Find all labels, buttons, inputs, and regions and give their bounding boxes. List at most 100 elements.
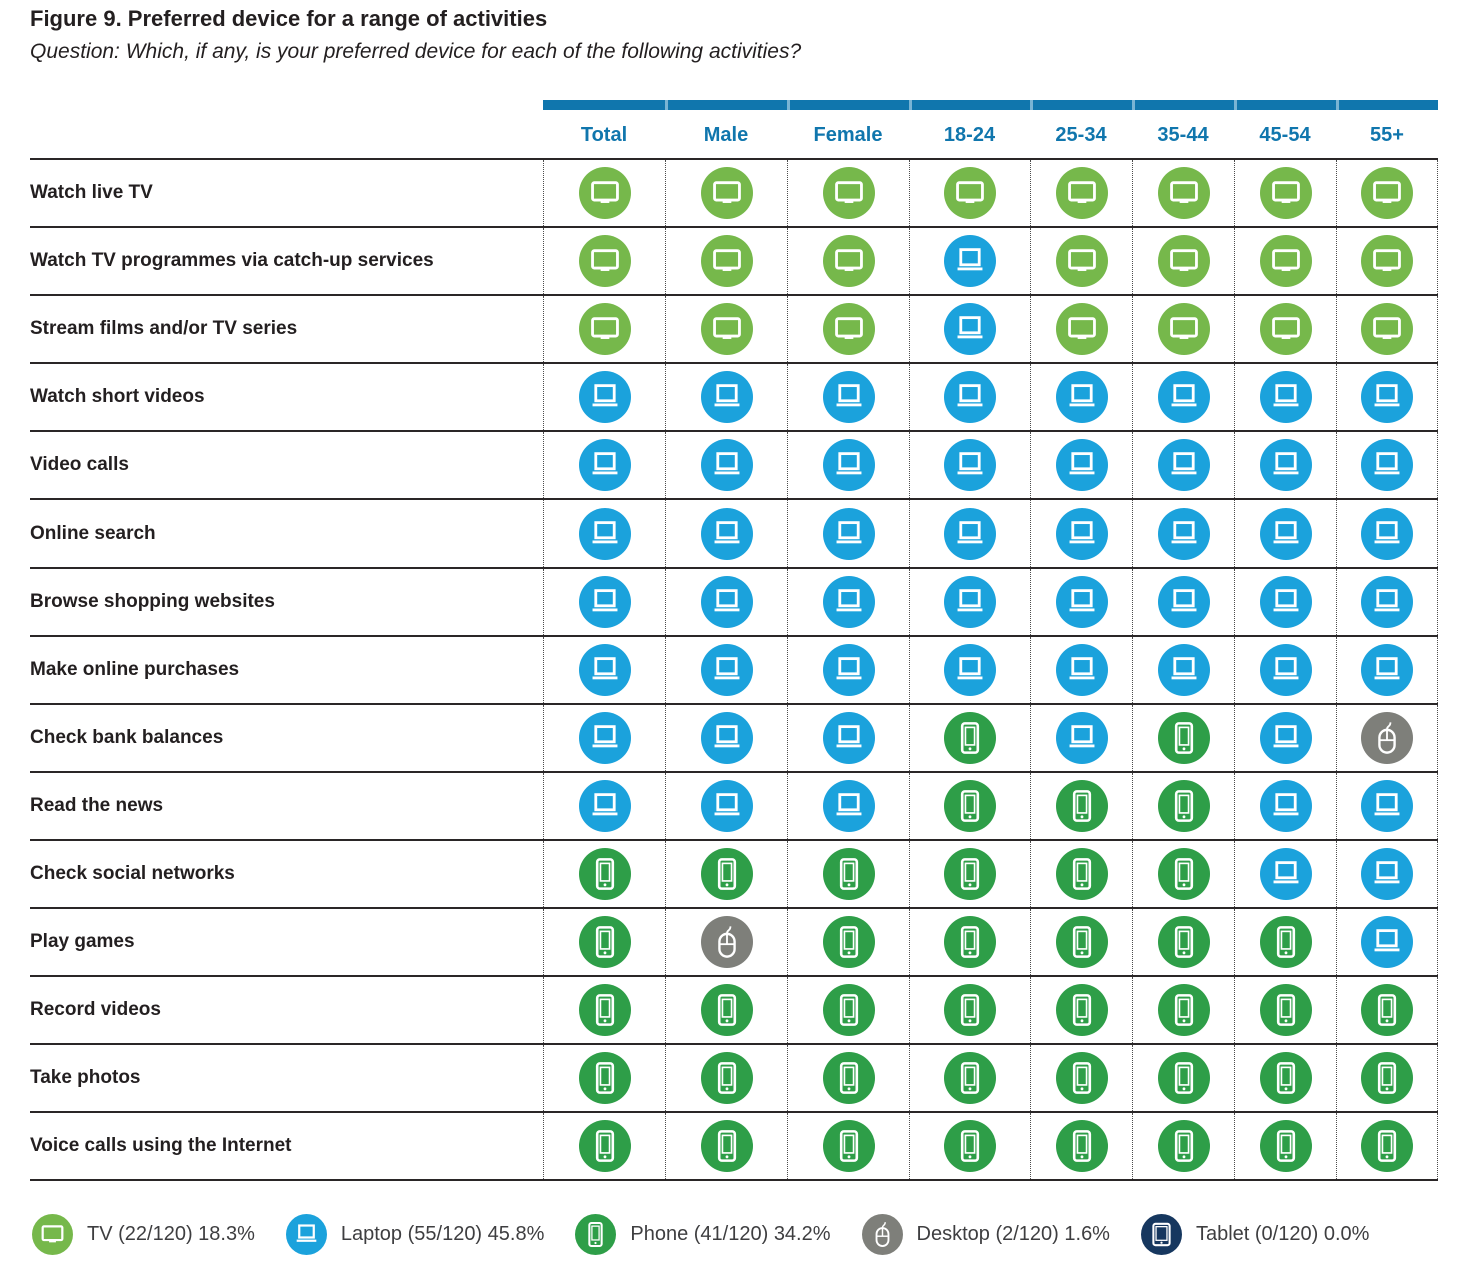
device-cell (1336, 636, 1438, 703)
desktop-icon (700, 916, 753, 969)
table-row: Watch live TV (30, 158, 1438, 227)
device-cell (1336, 432, 1438, 499)
device-cell (1030, 568, 1132, 635)
device-cell (787, 977, 909, 1044)
row-label: Watch TV programmes via catch-up service… (30, 250, 434, 272)
device-cell (1336, 160, 1438, 227)
laptop-icon (1055, 643, 1108, 696)
device-cell (543, 500, 665, 567)
device-cell (1336, 772, 1438, 839)
legend-label: Desktop (2/120) 1.6% (916, 1222, 1110, 1245)
laptop-icon (700, 371, 753, 424)
device-cell (1336, 1113, 1438, 1180)
legend: TV (22/120) 18.3% Laptop (55/120) 45.8% Ph… (32, 1212, 1369, 1256)
laptop-icon (1259, 575, 1312, 628)
device-cell (1030, 160, 1132, 227)
desktop-icon (861, 1213, 903, 1255)
device-cell (1132, 228, 1234, 295)
figure-subtitle: Question: Which, if any, is your preferr… (30, 40, 802, 63)
table-row: Watch TV programmes via catch-up service… (30, 226, 1438, 295)
laptop-icon (578, 371, 631, 424)
header-bar-segment (543, 100, 665, 110)
row-label: Make online purchases (30, 658, 240, 680)
row-label: Check bank balances (30, 726, 224, 748)
device-cell (787, 909, 909, 976)
device-cell (909, 364, 1030, 431)
device-cell (665, 704, 787, 771)
tv-icon (700, 235, 753, 288)
device-cell (665, 432, 787, 499)
laptop-icon (700, 575, 753, 628)
header-bar-segment (787, 100, 909, 110)
device-cell (787, 296, 909, 363)
device-cell (1234, 500, 1336, 567)
device-cell (1030, 704, 1132, 771)
laptop-icon (1055, 439, 1108, 492)
device-cell (909, 840, 1030, 908)
header-bar-segment (1336, 100, 1438, 110)
device-cell (1234, 160, 1336, 227)
phone-icon (944, 984, 996, 1037)
phone-icon (822, 847, 875, 900)
laptop-icon (1157, 439, 1210, 492)
laptop-icon (1157, 507, 1210, 560)
phone-icon (1259, 916, 1312, 969)
legend-item: Laptop (55/120) 45.8% (285, 1213, 545, 1255)
device-cell (909, 1045, 1030, 1112)
laptop-icon (1361, 439, 1413, 492)
table-row: Check bank balances (30, 702, 1438, 771)
laptop-icon (944, 507, 996, 560)
tv-icon (1259, 235, 1312, 288)
laptop-icon (285, 1213, 327, 1255)
laptop-icon (700, 711, 753, 764)
column-headers: Total Male Female 18-24 25-34 35-44 45-54 55+ (543, 118, 1438, 152)
device-cell (1030, 432, 1132, 499)
tv-icon (944, 167, 996, 220)
tv-icon (700, 167, 753, 220)
legend-item: Desktop (2/120) 1.6% (861, 1213, 1110, 1255)
legend-label: Laptop (55/120) 45.8% (340, 1222, 545, 1245)
row-label: Watch short videos (30, 386, 205, 408)
device-cell (909, 977, 1030, 1044)
phone-icon (822, 1120, 875, 1173)
laptop-icon (1361, 575, 1413, 628)
device-cell (665, 296, 787, 363)
device-cell (1336, 1045, 1438, 1112)
legend-label: Tablet (0/120) 0.0% (1195, 1222, 1370, 1245)
device-cell (543, 1113, 665, 1180)
device-cell (1234, 296, 1336, 363)
header-bar (543, 100, 1438, 110)
device-cell (1132, 296, 1234, 363)
device-cell (1132, 1045, 1234, 1112)
device-cell (1234, 704, 1336, 771)
laptop-icon (822, 371, 875, 424)
device-cell (1234, 432, 1336, 499)
device-cell (909, 500, 1030, 567)
laptop-icon (1361, 371, 1413, 424)
device-cell (1030, 364, 1132, 431)
device-cell (543, 704, 665, 771)
laptop-icon (944, 235, 996, 288)
device-cell (1030, 772, 1132, 839)
device-cell (1234, 840, 1336, 908)
tv-icon (578, 303, 631, 356)
device-cell (787, 432, 909, 499)
phone-icon (1157, 984, 1210, 1037)
desktop-icon (1361, 711, 1413, 764)
column-header: 35-44 (1157, 123, 1209, 146)
laptop-icon (944, 371, 996, 424)
table-row: Play games (30, 907, 1438, 976)
device-cell (1030, 296, 1132, 363)
tv-icon (1157, 167, 1210, 220)
tv-icon (1055, 235, 1108, 288)
device-cell (1234, 228, 1336, 295)
device-cell (1336, 840, 1438, 908)
row-label: Watch live TV (30, 182, 153, 204)
device-cell (1132, 772, 1234, 839)
device-cell (787, 772, 909, 839)
phone-icon (1361, 984, 1413, 1037)
header-bar-segment (909, 100, 1030, 110)
laptop-icon (1055, 507, 1108, 560)
phone-icon (1157, 1052, 1210, 1105)
phone-icon (822, 916, 875, 969)
